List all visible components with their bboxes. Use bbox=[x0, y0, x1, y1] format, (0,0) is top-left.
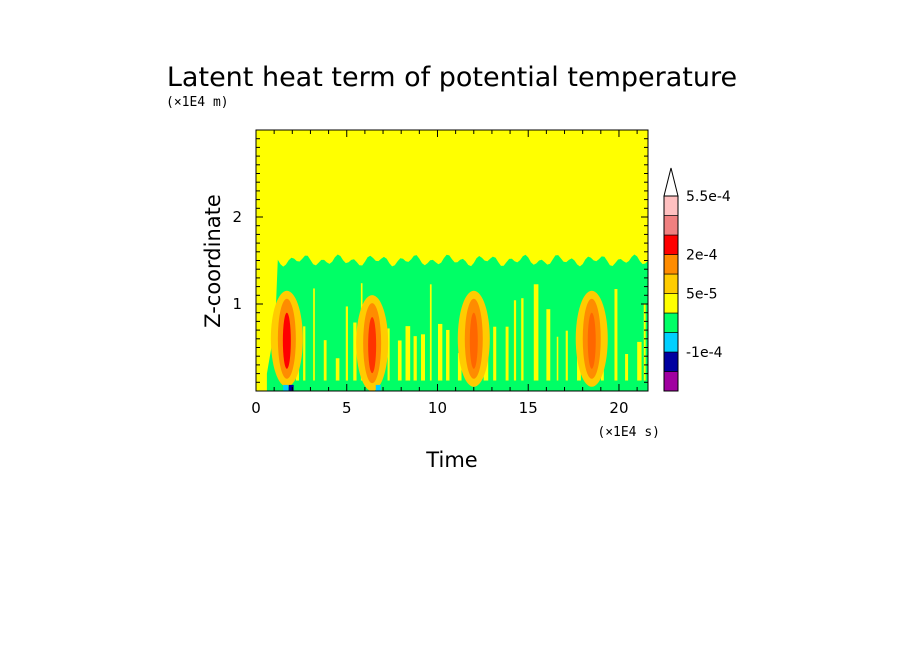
x-tick-label: 15 bbox=[519, 399, 538, 417]
colorbar-swatch bbox=[663, 254, 679, 275]
field-streak-yellow bbox=[625, 354, 629, 381]
colorbar: 5.5e-4 2e-4 5e-5 -1e-4 bbox=[663, 167, 731, 392]
field-streak-yellow bbox=[493, 326, 497, 381]
surface-speck bbox=[375, 384, 381, 391]
colorbar-swatch bbox=[663, 293, 679, 314]
field-streak-yellow bbox=[335, 358, 340, 381]
field-streak-yellow bbox=[565, 330, 568, 381]
colorbar-frame bbox=[663, 195, 679, 392]
field-streak-yellow bbox=[405, 326, 411, 381]
x-tick-label: 20 bbox=[609, 399, 628, 417]
field-streak-yellow bbox=[505, 326, 509, 381]
burst-3-core bbox=[587, 312, 596, 369]
colorbar-swatch bbox=[663, 273, 679, 294]
x-axis-unit: (×1E4 s) bbox=[597, 425, 660, 440]
colorbar-swatch bbox=[663, 195, 679, 216]
field-streak-yellow bbox=[345, 306, 348, 381]
colorbar-label: 2e-4 bbox=[686, 248, 718, 264]
colorbar-label: -1e-4 bbox=[686, 345, 723, 361]
y-tick-label: 1 bbox=[232, 295, 242, 313]
burst-0-core bbox=[282, 312, 291, 369]
surface-speck bbox=[283, 384, 289, 391]
field-streak-yellow bbox=[556, 336, 559, 381]
x-tick-label: 10 bbox=[428, 399, 447, 417]
field-streak-yellow bbox=[446, 329, 450, 381]
contour-field bbox=[256, 130, 648, 391]
y-axis: 12 bbox=[232, 138, 648, 383]
y-axis-unit: (×1E4 m) bbox=[166, 95, 229, 110]
field-streak-yellow bbox=[438, 323, 443, 381]
colorbar-swatch bbox=[663, 234, 679, 255]
field-streak-yellow bbox=[513, 300, 517, 381]
field-streak-yellow bbox=[429, 284, 432, 381]
field-streak-yellow bbox=[614, 289, 618, 381]
burst-2-core bbox=[469, 312, 478, 369]
colorbar-label: 5.5e-4 bbox=[686, 189, 731, 205]
field-streak-yellow bbox=[303, 326, 306, 381]
colorbar-label: 5e-5 bbox=[686, 287, 717, 303]
field-streak-yellow bbox=[387, 328, 390, 381]
colorbar-swatch bbox=[663, 371, 679, 392]
x-tick-label: 0 bbox=[251, 399, 261, 417]
field-streak-yellow bbox=[457, 353, 462, 381]
x-tick-label: 5 bbox=[342, 399, 352, 417]
y-tick-label: 2 bbox=[232, 208, 242, 226]
y-axis-label: Z-coordinate bbox=[201, 194, 225, 328]
field-streak-yellow bbox=[521, 298, 524, 381]
field-streak-yellow bbox=[413, 336, 417, 381]
field-streak-yellow bbox=[533, 284, 539, 381]
field-streak-yellow bbox=[421, 334, 425, 381]
x-axis: 0 5 10 15 20 bbox=[251, 130, 638, 417]
field-streak-yellow bbox=[313, 288, 315, 381]
colorbar-swatch bbox=[663, 351, 679, 372]
field-streak-yellow bbox=[637, 341, 642, 381]
colorbar-over-arrow bbox=[663, 167, 679, 197]
field-streak-yellow bbox=[643, 303, 646, 381]
x-axis-label: Time bbox=[425, 448, 477, 472]
field-streak-yellow bbox=[323, 340, 327, 381]
colorbar-swatch bbox=[663, 215, 679, 236]
burst-1-core bbox=[368, 317, 377, 374]
field-streak-yellow bbox=[546, 309, 551, 381]
surface-speck bbox=[288, 384, 294, 391]
colorbar-swatch bbox=[663, 312, 679, 333]
chart-title: Latent heat term of potential temperatur… bbox=[167, 62, 737, 93]
field-streak-yellow bbox=[397, 340, 402, 381]
field-streak-yellow bbox=[353, 322, 357, 381]
colorbar-swatch bbox=[663, 332, 679, 353]
